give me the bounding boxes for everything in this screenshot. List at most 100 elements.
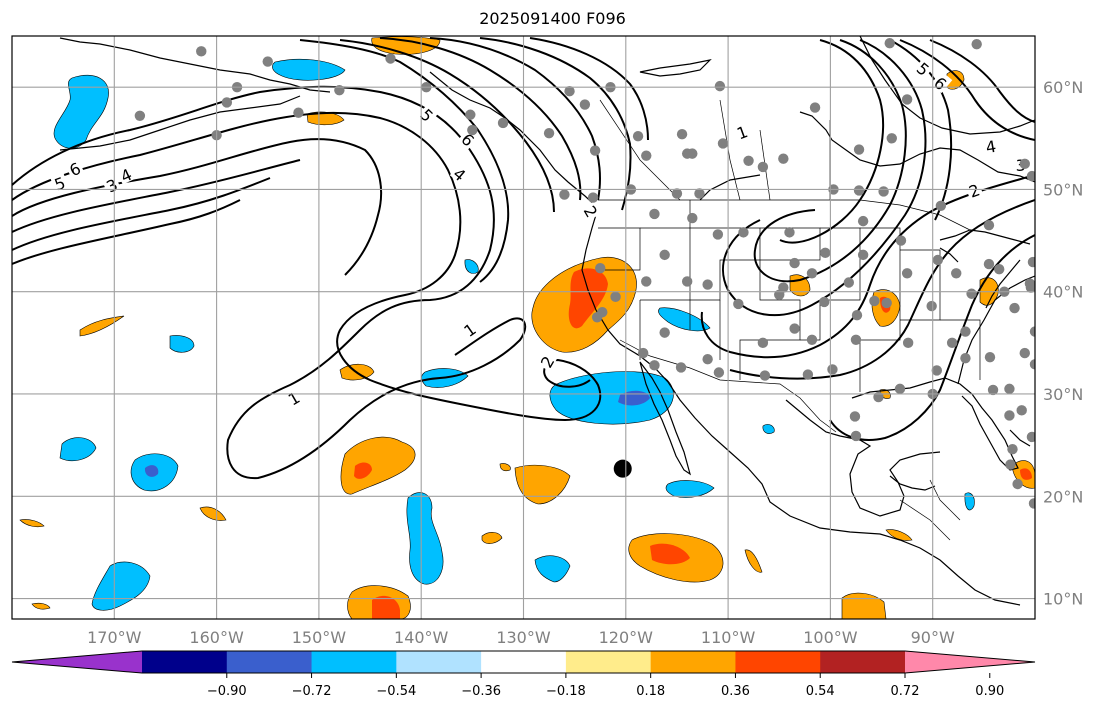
station-dot	[778, 282, 789, 293]
station-dot	[843, 277, 855, 288]
station-dot	[675, 362, 687, 373]
lat-tick-label: 60°N	[1043, 78, 1083, 97]
station-dot	[681, 148, 693, 159]
station-dot	[738, 227, 749, 238]
station-dot	[641, 150, 652, 161]
station-dot	[802, 369, 814, 380]
station-dot	[385, 53, 396, 64]
station-dot	[196, 46, 207, 57]
station-dot	[926, 300, 937, 312]
station-dot	[543, 127, 555, 139]
station-dot	[757, 337, 769, 349]
station-dot	[819, 296, 830, 308]
station-dot	[1026, 170, 1035, 182]
lon-tick-label: 160°W	[189, 628, 244, 647]
colorbar-tick-label: −0.18	[546, 684, 586, 699]
colorbar-tick-label: 0.36	[721, 684, 750, 699]
station-dot	[1026, 431, 1035, 443]
contour-label-bg	[49, 171, 69, 193]
station-dot	[1019, 158, 1030, 170]
station-dot	[293, 107, 304, 118]
colorbar-extend-high	[905, 651, 1035, 673]
contour-label-bg	[581, 200, 604, 221]
station-dot	[694, 188, 705, 199]
colorbar-tick-label: −0.54	[376, 684, 416, 699]
station-markers	[134, 37, 1035, 509]
station-dot	[784, 227, 795, 238]
station-dot	[1027, 256, 1035, 268]
colorbar-segment	[142, 651, 228, 673]
station-dot	[853, 144, 865, 155]
station-dot	[1012, 478, 1023, 490]
station-dot	[901, 94, 913, 105]
lon-tick-label: 150°W	[292, 628, 347, 647]
colorbar-segment	[735, 651, 821, 673]
station-dot	[849, 411, 861, 422]
station-dot	[851, 310, 863, 321]
station-dot	[966, 288, 977, 299]
station-dot	[579, 99, 591, 110]
station-dot	[221, 97, 233, 108]
station-dot	[931, 365, 942, 376]
station-dot	[659, 327, 670, 338]
contour-label-bg	[282, 386, 304, 408]
station-dot	[789, 323, 800, 334]
contour-label-bg	[535, 350, 557, 372]
station-dot	[757, 161, 769, 173]
longitude-labels: 170°W 160°W 150°W 140°W 130°W 120°W 110°W 100°W…	[87, 628, 955, 647]
station-dot	[886, 133, 897, 144]
station-dot	[789, 257, 800, 269]
station-dot	[1004, 410, 1015, 421]
station-dot	[806, 334, 818, 345]
station-dot	[702, 279, 713, 290]
colorbar-segment	[396, 651, 482, 673]
station-dot	[1007, 444, 1018, 455]
station-dot	[712, 229, 724, 240]
station-dot	[733, 298, 744, 310]
lat-tick-label: 50°N	[1043, 180, 1083, 199]
station-dot	[681, 276, 693, 287]
station-dot	[1019, 347, 1030, 359]
station-dot	[850, 334, 862, 345]
contour-label-bg	[64, 157, 85, 179]
lon-tick-label: 170°W	[87, 628, 142, 647]
colorbar-segment	[820, 651, 906, 673]
station-dot	[806, 268, 818, 279]
strong-positive-fill	[354, 268, 1032, 619]
station-dot	[857, 215, 869, 227]
lon-tick-label: 120°W	[599, 628, 654, 647]
station-dot	[497, 117, 509, 129]
station-dot	[971, 38, 982, 50]
station-dot	[467, 124, 478, 136]
station-dot	[1029, 326, 1035, 337]
station-dot	[759, 370, 771, 381]
colorbar-segment	[481, 651, 567, 673]
contour-label-bg	[449, 162, 472, 185]
station-dot	[983, 258, 995, 270]
latitude-labels: 60°N 50°N 40°N 30°N 20°N 10°N	[1043, 78, 1083, 608]
contour-label-bg	[417, 103, 440, 125]
station-dot	[935, 200, 947, 211]
location-marker	[613, 459, 632, 478]
station-dot	[676, 128, 688, 140]
colorbar-tick-label: −0.36	[461, 684, 501, 699]
lon-tick-label: 100°W	[803, 628, 858, 647]
station-dot	[559, 189, 570, 200]
station-dot	[659, 249, 670, 261]
station-dot	[1029, 359, 1035, 370]
station-dot	[983, 220, 995, 231]
station-dot	[334, 85, 345, 96]
station-dot	[809, 102, 821, 113]
colorbar-tick-label: 0.72	[891, 684, 920, 699]
colorbar-segment	[650, 651, 736, 673]
station-dot	[960, 326, 971, 337]
lat-tick-label: 20°N	[1043, 487, 1083, 506]
station-dot	[637, 347, 649, 359]
colorbar-tick-label: 0.54	[806, 684, 835, 699]
station-dot	[1005, 459, 1016, 470]
station-dot	[1028, 498, 1035, 509]
colorbar-extend-low	[12, 651, 142, 673]
contour-labels: 65435642121142563	[49, 56, 1028, 409]
station-dot	[713, 367, 725, 378]
contour-label-bg	[732, 120, 752, 142]
